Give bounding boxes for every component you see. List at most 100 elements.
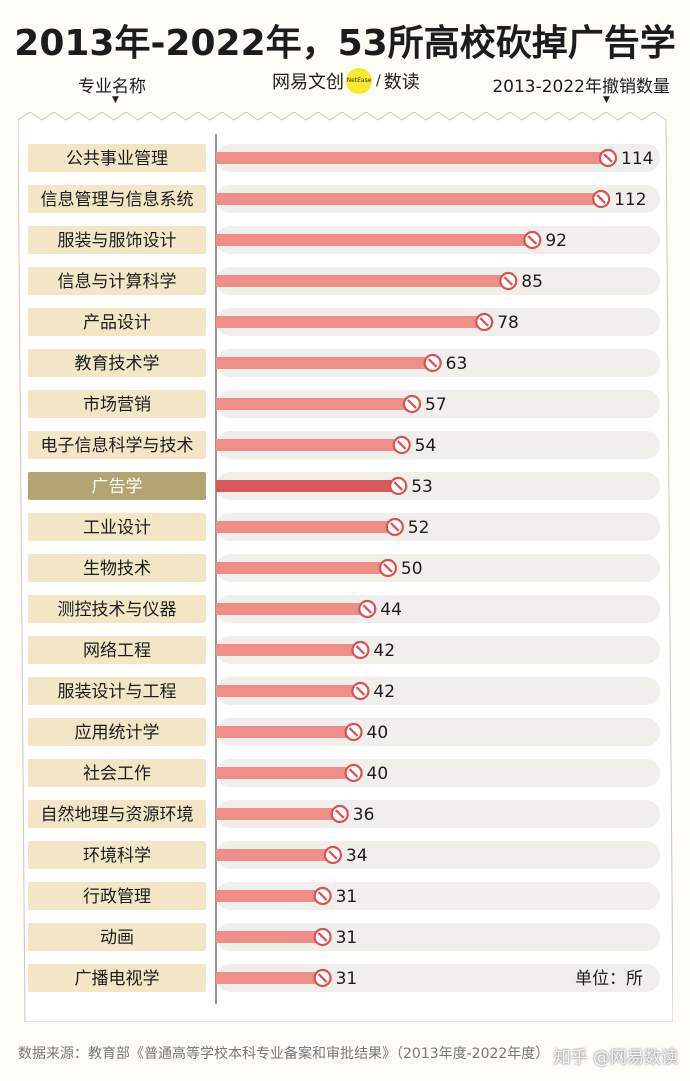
category-label-box [28, 431, 206, 459]
prohibit-icon [344, 722, 363, 742]
bar-track [216, 513, 660, 541]
data-label: 53 [411, 477, 433, 497]
category-label: 服装设计与工程 [58, 682, 177, 702]
category-label-box [28, 308, 206, 336]
bar-track [216, 800, 660, 828]
data-label: 57 [425, 395, 447, 415]
data-label: 114 [621, 149, 653, 169]
category-label: 测控技术与仪器 [58, 600, 177, 620]
data-label: 52 [408, 518, 430, 538]
brand-right-text: 数读 [383, 72, 420, 93]
data-source-note: 数据来源：教育部《普通高等学校本科专业备案和审批结果》（2013年度-2022年… [18, 1046, 550, 1062]
category-label-box [28, 882, 206, 910]
prohibit-icon [323, 845, 343, 865]
category-label: 应用统计学 [75, 723, 160, 743]
category-label: 网络工程 [83, 641, 151, 661]
unit-label: 单位：所 [575, 969, 643, 989]
data-label: 36 [353, 805, 375, 825]
prohibit-icon [351, 681, 370, 701]
bar-track [216, 390, 660, 418]
category-label: 电子信息科学与技术 [41, 436, 194, 456]
bar [216, 562, 388, 574]
data-label: 44 [380, 600, 402, 620]
category-label-box [28, 513, 206, 541]
data-label: 92 [545, 231, 567, 251]
page-title: 2013年-2022年，53所高校砍掉广告学 [14, 23, 676, 64]
prohibit-icon [385, 517, 404, 537]
bar [216, 521, 395, 533]
bar [216, 480, 399, 492]
category-label: 生物技术 [83, 559, 151, 579]
bar [216, 808, 340, 820]
data-label: 63 [446, 354, 468, 374]
prohibit-icon [344, 763, 363, 783]
bar [216, 152, 608, 164]
prohibit-icon [330, 804, 349, 824]
bar [216, 234, 533, 246]
bar [216, 726, 354, 738]
category-label: 广告学 [92, 477, 143, 497]
category-label: 信息与计算科学 [58, 272, 177, 292]
category-label-box [28, 472, 206, 500]
bar [216, 767, 354, 779]
bar-track [216, 677, 660, 705]
bar-track [216, 595, 660, 623]
data-label: 31 [336, 887, 358, 907]
category-label-box [28, 226, 206, 254]
bar [216, 275, 509, 287]
prohibit-icon [313, 968, 332, 988]
bar-track [216, 472, 660, 500]
category-label: 服装与服饰设计 [58, 231, 177, 251]
category-label: 动画 [100, 928, 134, 948]
bar [216, 972, 323, 984]
chart-card: 公共事业管理 114 信息管理与信息系统 112 服装与服饰设计 92 信息与计算科学 85 产… [18, 112, 673, 1022]
bar-track [216, 759, 660, 787]
bar-track [216, 718, 660, 746]
bar-track [216, 636, 660, 664]
prohibit-icon [358, 599, 377, 619]
data-label: 42 [373, 641, 395, 661]
category-label: 教育技术学 [75, 354, 160, 374]
category-label-box [28, 800, 206, 828]
category-label: 广播电视学 [75, 969, 160, 989]
category-label-box [28, 390, 206, 418]
bar-track [216, 841, 660, 869]
data-label: 78 [497, 313, 519, 333]
prohibit-icon [592, 189, 611, 209]
category-label-box [28, 144, 206, 172]
prohibit-icon [423, 353, 442, 373]
bar [216, 644, 361, 656]
category-label: 工业设计 [83, 518, 151, 538]
data-label: 40 [367, 764, 389, 784]
watermark: 知乎 @网易数读 [553, 1048, 678, 1068]
prohibit-icon [378, 558, 398, 578]
category-label: 行政管理 [83, 887, 151, 907]
bar [216, 685, 361, 697]
category-label-box [28, 759, 206, 787]
column-header-count: 2013-2022年撤销数量 [492, 77, 670, 97]
data-label: 34 [346, 846, 368, 866]
category-label-box [28, 595, 206, 623]
prohibit-icon [499, 271, 518, 291]
prohibit-icon [523, 230, 542, 250]
bar [216, 439, 402, 451]
category-label: 产品设计 [83, 313, 151, 333]
data-label: 54 [415, 436, 437, 456]
data-label: 40 [367, 723, 389, 743]
category-label-box [28, 677, 206, 705]
prohibit-icon [402, 394, 422, 414]
prohibit-icon [598, 148, 618, 168]
data-label: 85 [521, 272, 543, 292]
brand-left-text: 网易文创 [272, 72, 344, 93]
column-header-major: 专业名称 [78, 77, 146, 97]
prohibit-icon [475, 312, 494, 332]
netease-dot-icon: NetEase [346, 68, 372, 94]
bar [216, 890, 323, 902]
category-label-box [28, 964, 206, 992]
bar [216, 316, 485, 328]
down-triangle-icon: ▼ [112, 95, 119, 105]
prohibit-icon [313, 886, 332, 906]
category-label: 自然地理与资源环境 [41, 805, 194, 825]
category-label-box [28, 923, 206, 951]
category-label: 社会工作 [83, 764, 151, 784]
